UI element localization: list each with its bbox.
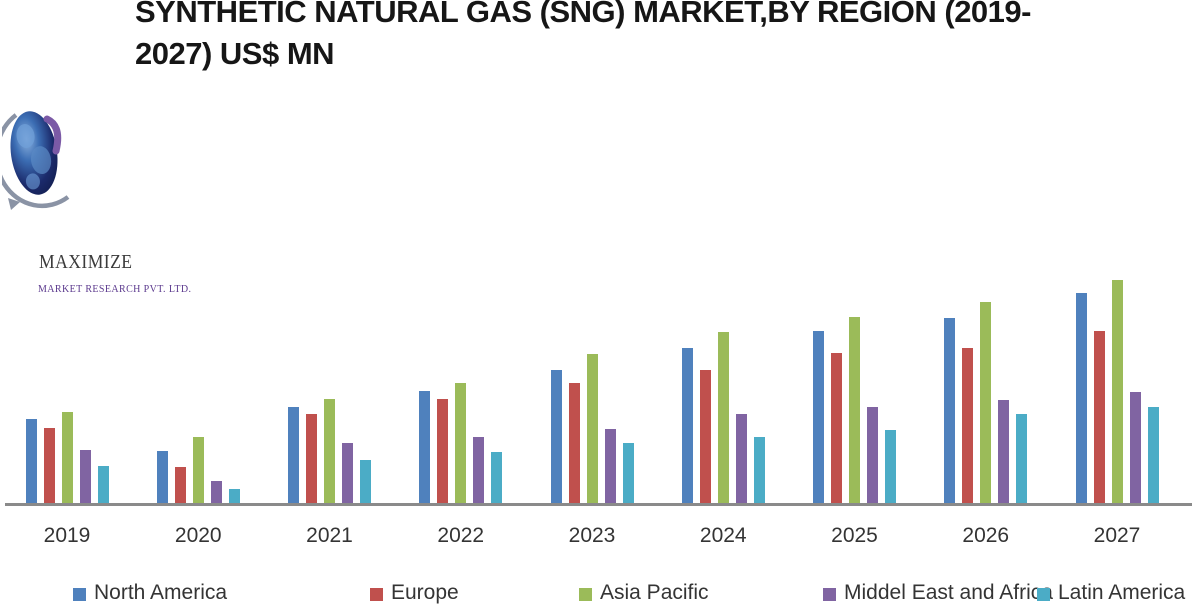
- bar-2026-latin-america: [1016, 414, 1028, 503]
- globe-orbit-icon: [2, 111, 70, 210]
- x-axis-label-2023: 2023: [568, 524, 616, 547]
- bar-2024-north-america: [681, 348, 693, 503]
- bar-2025-europe: [831, 353, 842, 503]
- bar-2024-middel-east-and-africa: [735, 414, 747, 503]
- bar-2027-middel-east-and-africa: [1129, 392, 1141, 503]
- legend-label-north-america: North America: [94, 581, 228, 604]
- legend-item-asia-pacific: Asia Pacific: [579, 581, 709, 605]
- legend-swatch-latin-america: [1037, 588, 1050, 601]
- maximize-market-research-logo: MAXIMIZE MARKET RESEARCH PVT. LTD.: [2, 103, 212, 295]
- bar-2022-latin-america: [491, 452, 503, 503]
- legend-swatch-asia-pacific: [579, 588, 592, 601]
- bar-2026-europe: [962, 348, 974, 503]
- legend-swatch-middel-east-and-africa: [823, 588, 836, 601]
- bar-2020-north-america: [156, 451, 168, 503]
- chart-title: SYNTHETIC NATURAL GAS (SNG) MARKET,BY RE…: [135, 0, 1185, 75]
- bar-2021-asia-pacific: [324, 399, 335, 503]
- bar-2021-europe: [306, 414, 317, 503]
- bar-2025-middel-east-and-africa: [867, 407, 878, 503]
- bar-2019-middel-east-and-africa: [79, 450, 91, 503]
- bar-2023-latin-america: [622, 443, 634, 503]
- bar-2022-north-america: [419, 391, 431, 503]
- bar-2023-asia-pacific: [586, 354, 598, 503]
- bar-2024-europe: [699, 370, 711, 503]
- bar-2025-north-america: [813, 331, 824, 503]
- logo-company-name: MAXIMIZE: [39, 251, 133, 273]
- x-axis-label-2026: 2026: [962, 524, 1010, 547]
- legend-item-latin-america: Latin America: [1037, 581, 1185, 605]
- bar-2019-asia-pacific: [61, 412, 73, 503]
- x-axis-label-2025: 2025: [831, 524, 878, 547]
- bar-2025-asia-pacific: [849, 317, 860, 503]
- bar-2024-asia-pacific: [717, 332, 729, 503]
- bar-2026-asia-pacific: [980, 302, 992, 503]
- bar-2027-asia-pacific: [1111, 280, 1123, 503]
- x-axis-label-2024: 2024: [699, 524, 747, 547]
- bar-2020-europe: [174, 467, 186, 503]
- bar-2019-north-america: [25, 419, 37, 503]
- bar-2024-latin-america: [753, 437, 765, 503]
- x-axis-label-2019: 2019: [43, 524, 91, 547]
- bar-2027-europe: [1093, 331, 1105, 503]
- legend-label-europe: Europe: [391, 581, 459, 604]
- legend-label-asia-pacific: Asia Pacific: [600, 581, 709, 604]
- bar-2022-asia-pacific: [455, 383, 467, 503]
- x-axis-label-2022: 2022: [437, 524, 485, 547]
- bar-2020-middel-east-and-africa: [210, 481, 222, 503]
- legend-swatch-north-america: [73, 588, 86, 601]
- bar-2020-latin-america: [228, 489, 240, 503]
- legend-item-middel-east-and-africa: Middel East and Africa: [823, 581, 1053, 605]
- chart-title-line1: SYNTHETIC NATURAL GAS (SNG) MARKET,BY RE…: [135, 0, 1031, 29]
- bar-2023-north-america: [550, 370, 562, 503]
- bar-2021-middel-east-and-africa: [342, 443, 353, 503]
- legend-item-europe: Europe: [370, 581, 459, 605]
- bar-2019-latin-america: [97, 466, 109, 503]
- x-axis-line: [5, 503, 1192, 506]
- bar-2022-europe: [437, 399, 449, 503]
- bar-2021-latin-america: [360, 460, 371, 503]
- bar-2019-europe: [43, 428, 55, 503]
- x-axis-label-2027: 2027: [1093, 524, 1141, 547]
- legend-label-middel-east-and-africa: Middel East and Africa: [844, 581, 1053, 604]
- bar-2026-north-america: [944, 318, 956, 503]
- bar-2022-middel-east-and-africa: [473, 437, 485, 503]
- legend-item-north-america: North America: [73, 581, 227, 605]
- legend-swatch-europe: [370, 588, 383, 601]
- x-axis-label-2020: 2020: [174, 524, 222, 547]
- legend-label-latin-america: Latin America: [1058, 581, 1186, 604]
- x-axis-label-2021: 2021: [306, 524, 353, 547]
- bar-2026-middel-east-and-africa: [998, 400, 1010, 503]
- bar-2027-north-america: [1075, 293, 1087, 503]
- logo-tagline: MARKET RESEARCH PVT. LTD.: [38, 284, 192, 295]
- bar-2027-latin-america: [1147, 407, 1159, 503]
- bar-2025-latin-america: [885, 430, 896, 503]
- chart-title-line2: 2027) US$ MN: [135, 36, 335, 71]
- bar-2023-europe: [568, 383, 580, 503]
- bar-2023-middel-east-and-africa: [604, 429, 616, 503]
- bar-2021-north-america: [288, 407, 299, 503]
- bar-2020-asia-pacific: [192, 437, 204, 503]
